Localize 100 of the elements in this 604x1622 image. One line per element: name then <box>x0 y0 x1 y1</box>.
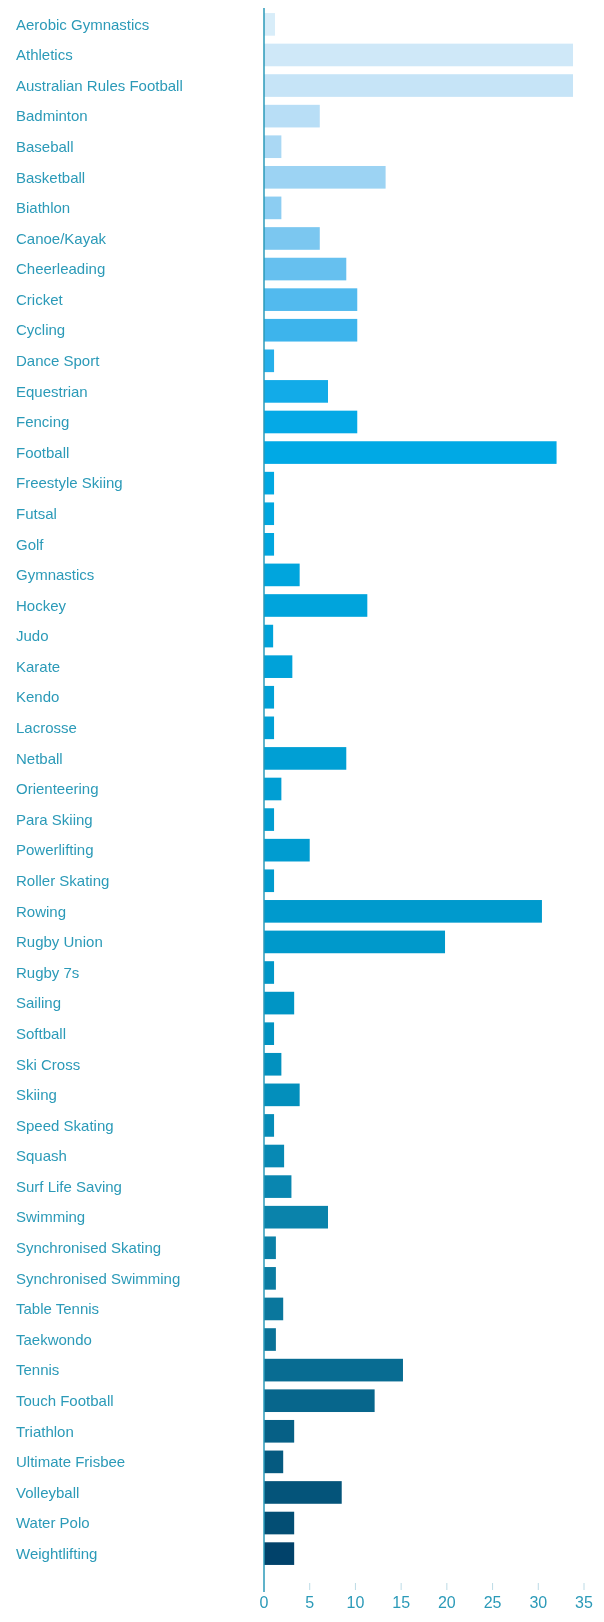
bar <box>264 808 275 831</box>
y-tick-label: Softball <box>16 1024 67 1042</box>
x-tick-label: 10 <box>346 1594 365 1611</box>
bar <box>264 594 368 617</box>
y-tick-label: Squash <box>16 1147 67 1165</box>
bar <box>264 257 347 281</box>
y-tick-label: Surf Life Saving <box>16 1177 122 1195</box>
bar <box>264 1114 275 1137</box>
x-tick-label: 0 <box>259 1594 269 1611</box>
bar <box>264 1236 276 1260</box>
bar <box>264 869 275 893</box>
bar <box>264 1267 276 1290</box>
bar <box>264 104 320 128</box>
y-tick-label: Hockey <box>16 596 67 614</box>
y-tick-label: Karate <box>16 657 61 675</box>
bar <box>264 135 282 159</box>
bar <box>264 318 358 342</box>
y-tick-label: Orienteering <box>16 780 99 798</box>
y-tick-label: Gymnastics <box>16 566 95 584</box>
y-tick-label: Canoe/Kayak <box>16 229 107 247</box>
bar <box>264 1511 295 1535</box>
x-tick-label: 25 <box>483 1594 502 1611</box>
y-tick-label: Badminton <box>16 107 88 125</box>
y-tick-label: Skiing <box>16 1086 57 1104</box>
x-tick-label: 35 <box>575 1594 593 1611</box>
y-tick-label: Swimming <box>16 1208 86 1226</box>
bar <box>264 1083 300 1107</box>
bar <box>264 1358 403 1382</box>
y-tick-label: Cheerleading <box>16 260 106 278</box>
y-tick-label: Water Polo <box>16 1514 90 1532</box>
bar <box>264 43 574 67</box>
bar <box>264 961 275 984</box>
y-tick-label: Weightlifting <box>16 1544 98 1562</box>
y-tick-label: Synchronised Swimming <box>16 1269 181 1287</box>
y-tick-label: Taekwondo <box>16 1330 92 1348</box>
bar <box>264 196 282 220</box>
bar <box>264 655 293 678</box>
y-tick-label: Football <box>16 443 70 461</box>
y-tick-label: Rugby 7s <box>16 963 80 981</box>
y-tick-label: Ultimate Frisbee <box>16 1453 126 1471</box>
y-tick-label: Triathlon <box>16 1422 74 1440</box>
y-tick-label: Judo <box>16 627 49 645</box>
bar <box>264 227 320 250</box>
bar <box>264 747 347 770</box>
y-tick-label: Rugby Union <box>16 933 103 951</box>
y-tick-label: Netball <box>16 749 63 767</box>
y-tick-label: Touch Football <box>16 1391 114 1409</box>
bar <box>264 1205 328 1229</box>
y-tick-label: Roller Skating <box>16 872 110 890</box>
y-tick-label: Sailing <box>16 994 62 1012</box>
y-tick-label: Tennis <box>16 1361 60 1379</box>
bar <box>264 380 328 403</box>
y-tick-label: Volleyball <box>16 1483 80 1501</box>
y-tick-label: Table Tennis <box>16 1300 100 1318</box>
x-tick-label: 20 <box>437 1594 456 1611</box>
y-tick-label: Speed Skating <box>16 1116 114 1134</box>
bar <box>264 1481 342 1504</box>
bar <box>264 502 275 526</box>
bar <box>264 838 310 862</box>
bar <box>264 685 275 709</box>
y-tick-label: Freestyle Skiing <box>16 474 123 492</box>
bar <box>264 1175 292 1198</box>
bar <box>264 1022 275 1045</box>
bar <box>264 1052 282 1076</box>
bar <box>264 1542 295 1565</box>
bar <box>264 563 300 587</box>
y-tick-label: Australian Rules Football <box>16 76 183 94</box>
bar <box>264 930 446 954</box>
bar <box>264 991 295 1015</box>
x-tick-label: 30 <box>529 1594 548 1611</box>
y-tick-label: Powerlifting <box>16 841 94 859</box>
y-tick-label: Cycling <box>16 321 66 339</box>
bar <box>264 1144 285 1168</box>
y-tick-label: Para Skiing <box>16 810 93 828</box>
y-tick-label: Equestrian <box>16 382 88 400</box>
y-tick-label: Synchronised Skating <box>16 1239 162 1257</box>
y-tick-label: Ski Cross <box>16 1055 81 1073</box>
y-tick-label: Kendo <box>16 688 60 706</box>
y-tick-label: Dance Sport <box>16 352 101 370</box>
bar <box>264 165 386 189</box>
bar <box>264 1450 284 1474</box>
y-tick-label: Athletics <box>16 46 73 64</box>
bar <box>264 74 574 97</box>
bar <box>264 1328 276 1351</box>
x-tick-label: 15 <box>392 1594 411 1611</box>
y-tick-label: Futsal <box>16 504 57 522</box>
y-tick-label: Cricket <box>16 290 64 308</box>
bar <box>264 441 557 464</box>
bar <box>264 1419 295 1443</box>
bar <box>264 13 275 36</box>
bar <box>264 900 542 923</box>
y-tick-label: Fencing <box>16 413 70 431</box>
bar <box>264 533 275 556</box>
y-tick-label: Aerobic Gymnastics <box>16 15 150 33</box>
bar <box>264 777 282 801</box>
bar <box>264 1297 284 1321</box>
bar <box>264 1389 375 1413</box>
y-tick-label: Lacrosse <box>16 719 77 737</box>
bar <box>264 410 358 434</box>
y-tick-label: Basketball <box>16 168 86 186</box>
